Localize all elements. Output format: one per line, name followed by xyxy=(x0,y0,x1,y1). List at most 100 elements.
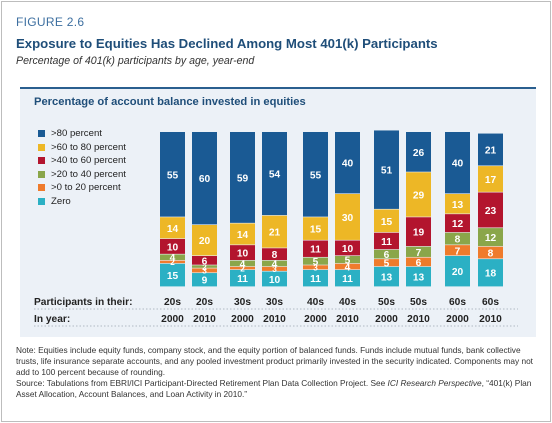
bar-segment xyxy=(406,132,431,172)
age-tick-label: 40s xyxy=(307,297,324,308)
bar-data-label: 21 xyxy=(485,146,497,157)
bar-segment xyxy=(445,194,470,214)
bar-data-label: 3 xyxy=(272,265,277,274)
legend-label: >20 to 40 percent xyxy=(51,168,126,180)
age-tick-label: 60s xyxy=(449,297,466,308)
bar-data-label: 10 xyxy=(167,242,179,253)
bar-data-label: 55 xyxy=(167,170,179,181)
figure-title: Exposure to Equities Has Declined Among … xyxy=(16,36,438,51)
bar-data-label: 14 xyxy=(167,224,179,235)
bar-segment xyxy=(374,266,399,287)
bar-segment xyxy=(335,269,360,287)
bar-data-label: 59 xyxy=(237,173,249,184)
bar-data-label: 6 xyxy=(202,256,208,267)
row-label: Participants in their: xyxy=(34,297,133,308)
bar-segment xyxy=(406,246,431,257)
bar-segment xyxy=(230,269,255,287)
year-tick-label: 2010 xyxy=(407,314,430,325)
legend-item: Zero xyxy=(38,195,126,209)
bar-segment xyxy=(160,217,185,239)
legend-swatch xyxy=(38,157,45,165)
bar-data-label: 20 xyxy=(199,236,211,247)
source-end: , “401(k) Plan Asset Allocation, Account… xyxy=(16,377,532,399)
bar-data-label: 20 xyxy=(452,267,464,278)
bar-segment xyxy=(160,238,185,254)
stacked-bar-chart: 1524101455932620601124101459103482154113… xyxy=(34,130,518,327)
chart-panel: Percentage of account balance invested i… xyxy=(20,87,536,337)
bar-data-label: 54 xyxy=(269,170,281,181)
bar-segment xyxy=(303,257,328,265)
bar-data-label: 3 xyxy=(313,264,318,273)
bar-data-label: 15 xyxy=(381,217,393,228)
bar-data-label: 10 xyxy=(237,249,249,260)
bar-data-label: 60 xyxy=(199,174,211,185)
bar-segment xyxy=(230,266,255,270)
age-tick-label: 20s xyxy=(164,297,181,308)
bar-data-label: 7 xyxy=(416,248,422,259)
bar-data-label: 2 xyxy=(240,264,245,273)
bar-data-label: 6 xyxy=(384,250,390,261)
bar-segment xyxy=(335,263,360,270)
bar-segment xyxy=(478,259,503,287)
bar-data-label: 18 xyxy=(485,269,497,280)
bar-data-label: 11 xyxy=(381,237,392,248)
legend-item: >60 to 80 percent xyxy=(38,141,126,155)
bar-segment xyxy=(262,271,287,287)
year-tick-label: 2010 xyxy=(479,314,502,325)
bar-data-label: 2 xyxy=(170,258,175,267)
bar-data-label: 40 xyxy=(342,159,354,170)
bar-segment xyxy=(406,257,431,267)
age-tick-label: 60s xyxy=(482,297,499,308)
bar-segment xyxy=(478,246,503,259)
bar-segment xyxy=(335,194,360,240)
bar-data-label: 10 xyxy=(269,275,281,286)
bar-segment xyxy=(374,232,399,250)
bar-data-label: 21 xyxy=(269,228,281,239)
bar-data-label: 11 xyxy=(310,245,321,256)
bar-segment xyxy=(160,260,185,264)
year-tick-label: 2010 xyxy=(193,314,216,325)
bar-segment xyxy=(303,240,328,257)
bar-segment xyxy=(445,132,470,194)
bar-segment xyxy=(262,260,287,267)
age-tick-label: 20s xyxy=(196,297,213,308)
bar-segment xyxy=(192,256,217,265)
bar-data-label: 5 xyxy=(384,259,390,270)
bar-segment xyxy=(445,232,470,245)
bar-data-label: 5 xyxy=(345,256,351,267)
bar-segment xyxy=(374,130,399,209)
age-tick-label: 40s xyxy=(339,297,356,308)
legend-label: >80 percent xyxy=(51,128,102,140)
bar-data-label: 8 xyxy=(272,250,278,261)
bar-data-label: 9 xyxy=(202,276,208,287)
age-tick-label: 50s xyxy=(410,297,427,308)
bar-segment xyxy=(303,269,328,287)
source-text: Source: Tabulations from EBRI/ICI Partic… xyxy=(16,378,542,400)
bar-segment xyxy=(262,132,287,216)
chart-title: Percentage of account balance invested i… xyxy=(34,96,306,108)
bar-segment xyxy=(192,265,217,268)
bar-data-label: 3 xyxy=(202,267,207,276)
bar-segment xyxy=(160,132,185,217)
legend-swatch xyxy=(38,197,45,205)
bar-data-label: 15 xyxy=(310,225,322,236)
bar-data-label: 55 xyxy=(310,170,322,181)
bar-segment xyxy=(303,217,328,240)
legend-swatch xyxy=(38,170,45,178)
figure-subtitle: Percentage of 401(k) participants by age… xyxy=(16,55,255,67)
note-text: Note: Equities include equity funds, com… xyxy=(16,345,533,377)
bar-segment xyxy=(478,192,503,228)
bar-segment xyxy=(335,240,360,256)
age-tick-label: 50s xyxy=(378,297,395,308)
bar-segment xyxy=(303,265,328,270)
year-tick-label: 2010 xyxy=(336,314,359,325)
bar-data-label: 6 xyxy=(416,258,422,269)
bar-data-label: 19 xyxy=(413,228,425,239)
bar-data-label: 13 xyxy=(413,273,425,284)
year-tick-label: 2000 xyxy=(446,314,469,325)
chart-legend: >80 percent >60 to 80 percent >40 to 60 pe… xyxy=(38,127,126,208)
bar-segment xyxy=(445,245,470,256)
bar-data-label: 13 xyxy=(452,200,464,211)
footnotes: Note: Equities include equity funds, com… xyxy=(16,345,542,400)
